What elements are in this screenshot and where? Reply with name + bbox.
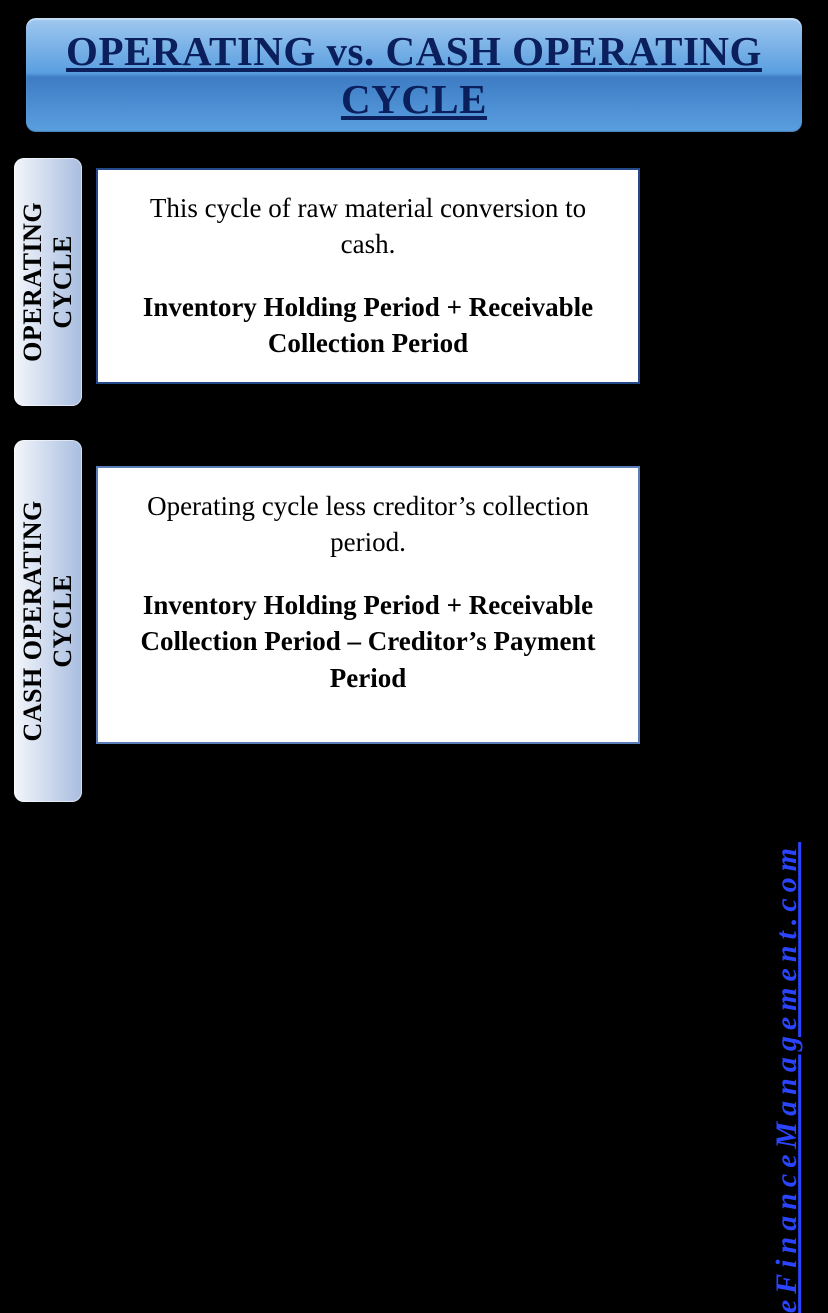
title-bar: OPERATING vs. CASH OPERATING CYCLE	[26, 18, 802, 132]
watermark-text: eFinanceManagement.com	[770, 842, 804, 1313]
cash-operating-cycle-formula: Inventory Holding Period + Receivable Co…	[122, 587, 614, 696]
side-label-operating-cycle: OPERATINGCYCLE	[14, 158, 82, 406]
operating-cycle-desc: This cycle of raw material conversion to…	[122, 190, 614, 263]
side-label-text: CASH OPERATINGCYCLE	[18, 500, 78, 741]
title-text: OPERATING vs. CASH OPERATING CYCLE	[44, 27, 784, 124]
side-label-cash-operating-cycle: CASH OPERATINGCYCLE	[14, 440, 82, 802]
content-box-cash-operating-cycle: Operating cycle less creditor’s collecti…	[96, 466, 640, 744]
operating-cycle-formula: Inventory Holding Period + Receivable Co…	[122, 289, 614, 362]
cash-operating-cycle-desc: Operating cycle less creditor’s collecti…	[122, 488, 614, 561]
side-label-text: OPERATINGCYCLE	[18, 202, 78, 362]
content-box-operating-cycle: This cycle of raw material conversion to…	[96, 168, 640, 384]
